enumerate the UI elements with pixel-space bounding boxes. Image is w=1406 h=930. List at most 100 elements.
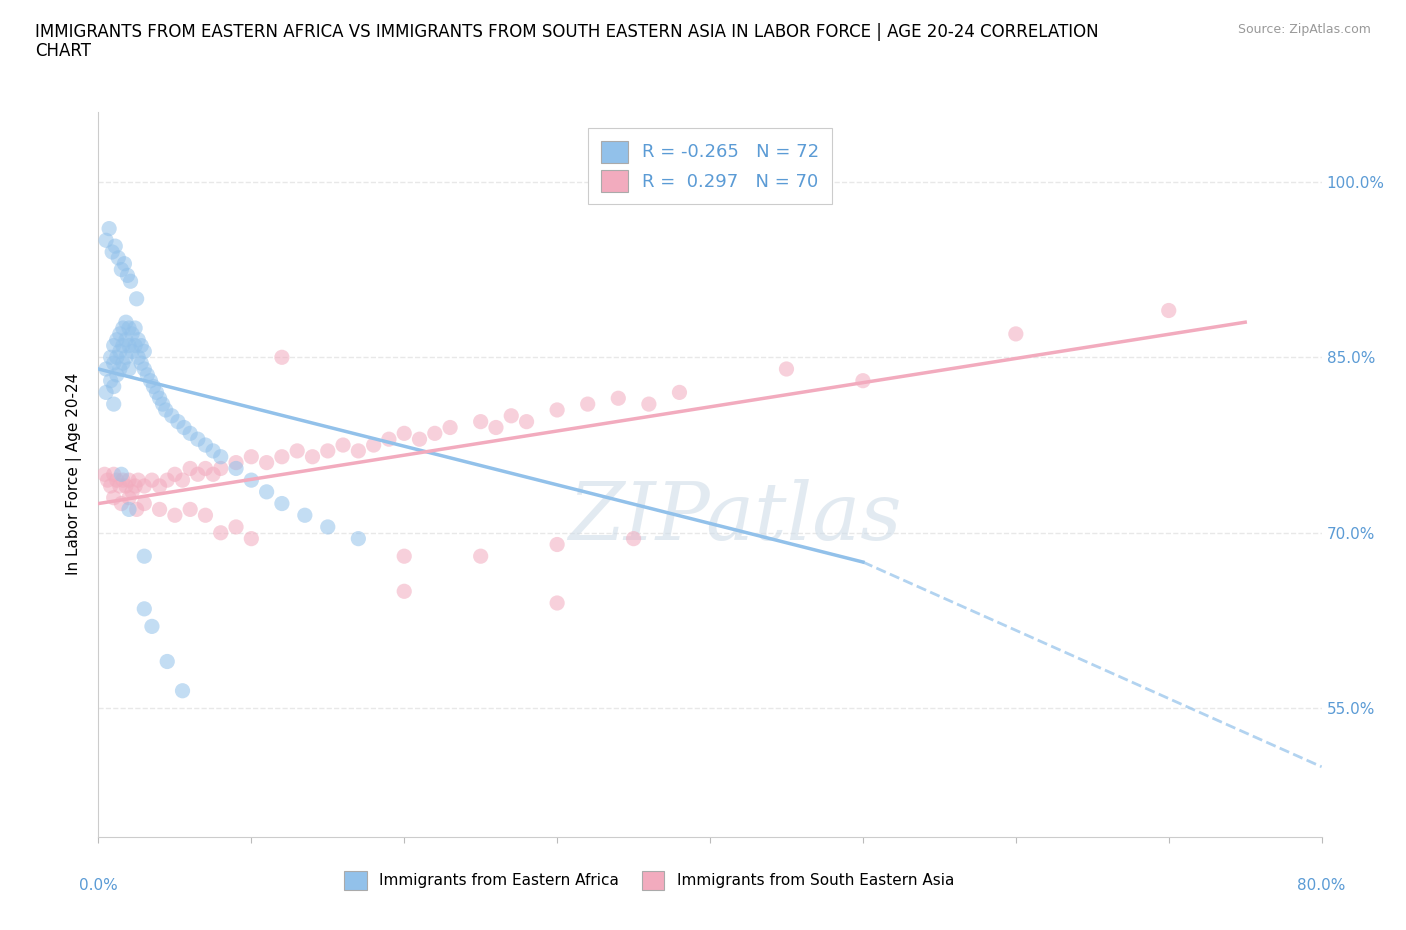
Point: [408, 432, 430, 446]
Point: [111, 472, 134, 487]
Point: [110, 467, 132, 482]
Point: [118, 490, 141, 505]
Point: [285, 444, 308, 458]
Point: [225, 455, 247, 470]
Point: [152, 397, 174, 412]
Point: [194, 461, 217, 476]
Point: [225, 520, 247, 535]
Point: [142, 379, 165, 394]
Point: [115, 332, 138, 347]
Point: [107, 250, 129, 265]
Point: [103, 355, 125, 370]
Point: [316, 520, 339, 535]
Point: [100, 350, 122, 365]
Point: [316, 444, 339, 458]
Point: [160, 408, 183, 423]
Point: [270, 496, 292, 511]
Point: [173, 420, 195, 435]
Point: [105, 367, 128, 382]
Point: [115, 350, 138, 365]
Point: [125, 291, 148, 306]
Point: [485, 420, 508, 435]
Text: Source: ZipAtlas.com: Source: ZipAtlas.com: [1237, 23, 1371, 36]
Point: [134, 496, 156, 511]
Point: [118, 321, 141, 336]
Point: [501, 408, 523, 423]
Point: [546, 403, 568, 418]
Point: [392, 426, 416, 441]
Point: [100, 373, 122, 388]
Point: [194, 508, 217, 523]
Point: [94, 362, 117, 377]
Point: [118, 502, 141, 517]
Point: [127, 350, 149, 365]
Point: [103, 339, 125, 353]
Point: [121, 326, 143, 341]
Point: [118, 472, 141, 487]
Point: [103, 397, 125, 412]
Point: [124, 321, 146, 336]
Point: [623, 531, 645, 546]
Point: [111, 321, 134, 336]
Point: [105, 332, 128, 347]
Point: [127, 472, 149, 487]
Point: [149, 391, 172, 405]
Point: [209, 449, 232, 464]
Point: [121, 485, 143, 499]
Point: [637, 397, 661, 412]
Point: [270, 449, 292, 464]
Point: [167, 414, 190, 429]
Point: [347, 444, 370, 458]
Point: [172, 472, 194, 487]
Point: [852, 373, 875, 388]
Point: [270, 350, 292, 365]
Point: [156, 654, 179, 669]
Point: [134, 344, 156, 359]
Point: [134, 549, 156, 564]
Point: [163, 467, 186, 482]
Point: [179, 426, 201, 441]
Point: [110, 496, 132, 511]
Point: [120, 273, 142, 288]
Point: [139, 373, 162, 388]
Point: [118, 339, 141, 353]
Point: [156, 472, 179, 487]
Point: [108, 479, 131, 494]
Point: [439, 420, 461, 435]
Point: [145, 385, 167, 400]
Point: [98, 221, 121, 236]
Point: [110, 262, 132, 277]
Point: [124, 339, 146, 353]
Point: [124, 479, 146, 494]
Point: [108, 362, 131, 377]
Point: [103, 490, 125, 505]
Point: [607, 391, 630, 405]
Point: [134, 362, 156, 377]
Point: [118, 362, 141, 377]
Point: [1157, 303, 1180, 318]
Point: [141, 619, 163, 634]
Point: [103, 379, 125, 394]
Point: [423, 426, 446, 441]
Point: [301, 449, 323, 464]
Point: [111, 355, 134, 370]
Point: [392, 549, 416, 564]
Point: [240, 449, 263, 464]
Point: [108, 344, 131, 359]
Point: [115, 314, 138, 329]
Point: [129, 355, 152, 370]
Text: ZIPatlas: ZIPatlas: [568, 479, 901, 556]
Point: [101, 245, 124, 259]
Point: [378, 432, 401, 446]
Point: [136, 367, 159, 382]
Point: [209, 461, 232, 476]
Point: [129, 339, 152, 353]
Text: 80.0%: 80.0%: [1298, 878, 1346, 893]
Point: [187, 432, 209, 446]
Point: [104, 239, 127, 254]
Point: [112, 257, 135, 272]
Text: IMMIGRANTS FROM EASTERN AFRICA VS IMMIGRANTS FROM SOUTH EASTERN ASIA IN LABOR FO: IMMIGRANTS FROM EASTERN AFRICA VS IMMIGR…: [35, 23, 1098, 41]
Point: [117, 268, 139, 283]
Point: [111, 339, 134, 353]
Point: [256, 485, 278, 499]
